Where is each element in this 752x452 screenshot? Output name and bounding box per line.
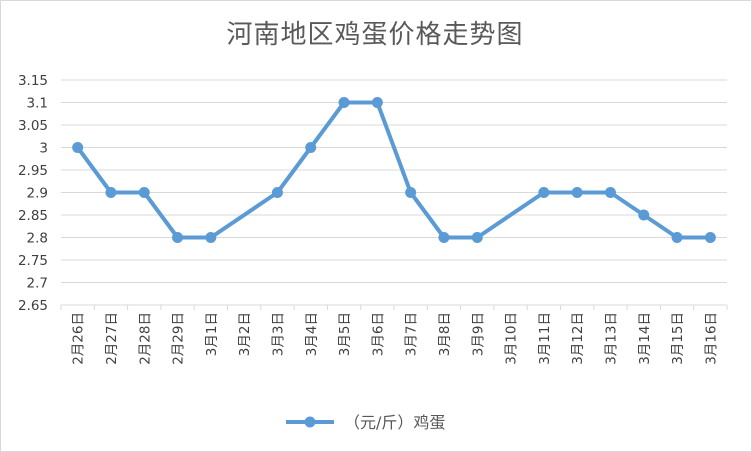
x-tick-label: 3月2日 [237, 312, 253, 356]
data-point [405, 187, 417, 198]
data-point [571, 187, 583, 198]
x-tick-label: 3月1日 [204, 312, 220, 356]
y-tick-label: 2.8 [27, 231, 48, 247]
legend: （元/斤）鸡蛋 [286, 413, 445, 432]
data-point [438, 232, 450, 243]
series-line [72, 97, 716, 243]
chart-title: 河南地区鸡蛋价格走势图 [226, 20, 524, 50]
x-axis [60, 304, 728, 310]
x-tick-label: 3月10日 [504, 312, 520, 365]
data-point [271, 187, 283, 198]
x-tick-label: 3月7日 [404, 312, 420, 356]
x-tick-label: 3月3日 [270, 312, 286, 356]
y-tick-label: 2.85 [18, 208, 48, 224]
data-point [172, 232, 184, 243]
data-point [371, 97, 383, 108]
x-tick-label: 3月11日 [537, 312, 553, 365]
data-point [338, 97, 350, 108]
y-tick-label: 3.1 [27, 96, 48, 112]
y-tick-label: 3.05 [18, 118, 48, 134]
series-line-path [76, 100, 711, 240]
x-tick-label: 2月29日 [171, 312, 187, 365]
y-tick-label: 3 [39, 141, 48, 157]
y-tick-label: 2.7 [27, 276, 48, 292]
legend-label: （元/斤）鸡蛋 [344, 413, 445, 432]
y-tick-label: 3.15 [18, 73, 48, 89]
data-point [604, 187, 616, 198]
x-tick-label: 3月14日 [637, 312, 653, 365]
y-tick-label: 2.9 [27, 186, 48, 202]
x-tick-label: 3月12日 [570, 312, 586, 365]
data-point [471, 232, 483, 243]
y-tick-label: 2.75 [18, 253, 48, 269]
legend-marker [304, 416, 316, 428]
x-tick-label: 3月16日 [703, 312, 719, 365]
data-point [138, 187, 150, 198]
x-tick-label: 3月9日 [470, 312, 486, 356]
data-point [538, 187, 550, 198]
data-point [638, 209, 650, 221]
data-point [105, 187, 117, 198]
x-tick-label: 3月15日 [670, 312, 686, 365]
data-point [72, 142, 84, 153]
y-tick-label: 2.95 [18, 163, 48, 179]
data-point [205, 232, 217, 243]
x-tick-label: 2月27日 [104, 312, 120, 365]
x-tick-label: 3月6日 [370, 312, 386, 356]
x-axis-ticks: 2月26日 2月27日 2月28日 2月29日 3月1日 3月2日 3月3日 3月4日 3月5日… [71, 312, 720, 365]
x-tick-label: 3月8日 [437, 312, 453, 356]
data-point [305, 142, 317, 153]
x-tick-label: 2月26日 [71, 312, 87, 365]
data-point [704, 232, 716, 243]
x-tick-label: 3月5日 [337, 312, 353, 356]
data-point [671, 232, 683, 243]
grid-lines [61, 79, 727, 283]
x-tick-label: 3月13日 [603, 312, 619, 365]
y-tick-label: 2.65 [18, 298, 48, 314]
y-axis-ticks: 3.15 3.1 3.05 3 2.95 2.9 2.85 2.8 2.75 2.7 2.65 [18, 73, 48, 314]
x-tick-label: 2月28日 [137, 312, 153, 365]
x-tick-label: 3月4日 [304, 312, 320, 356]
